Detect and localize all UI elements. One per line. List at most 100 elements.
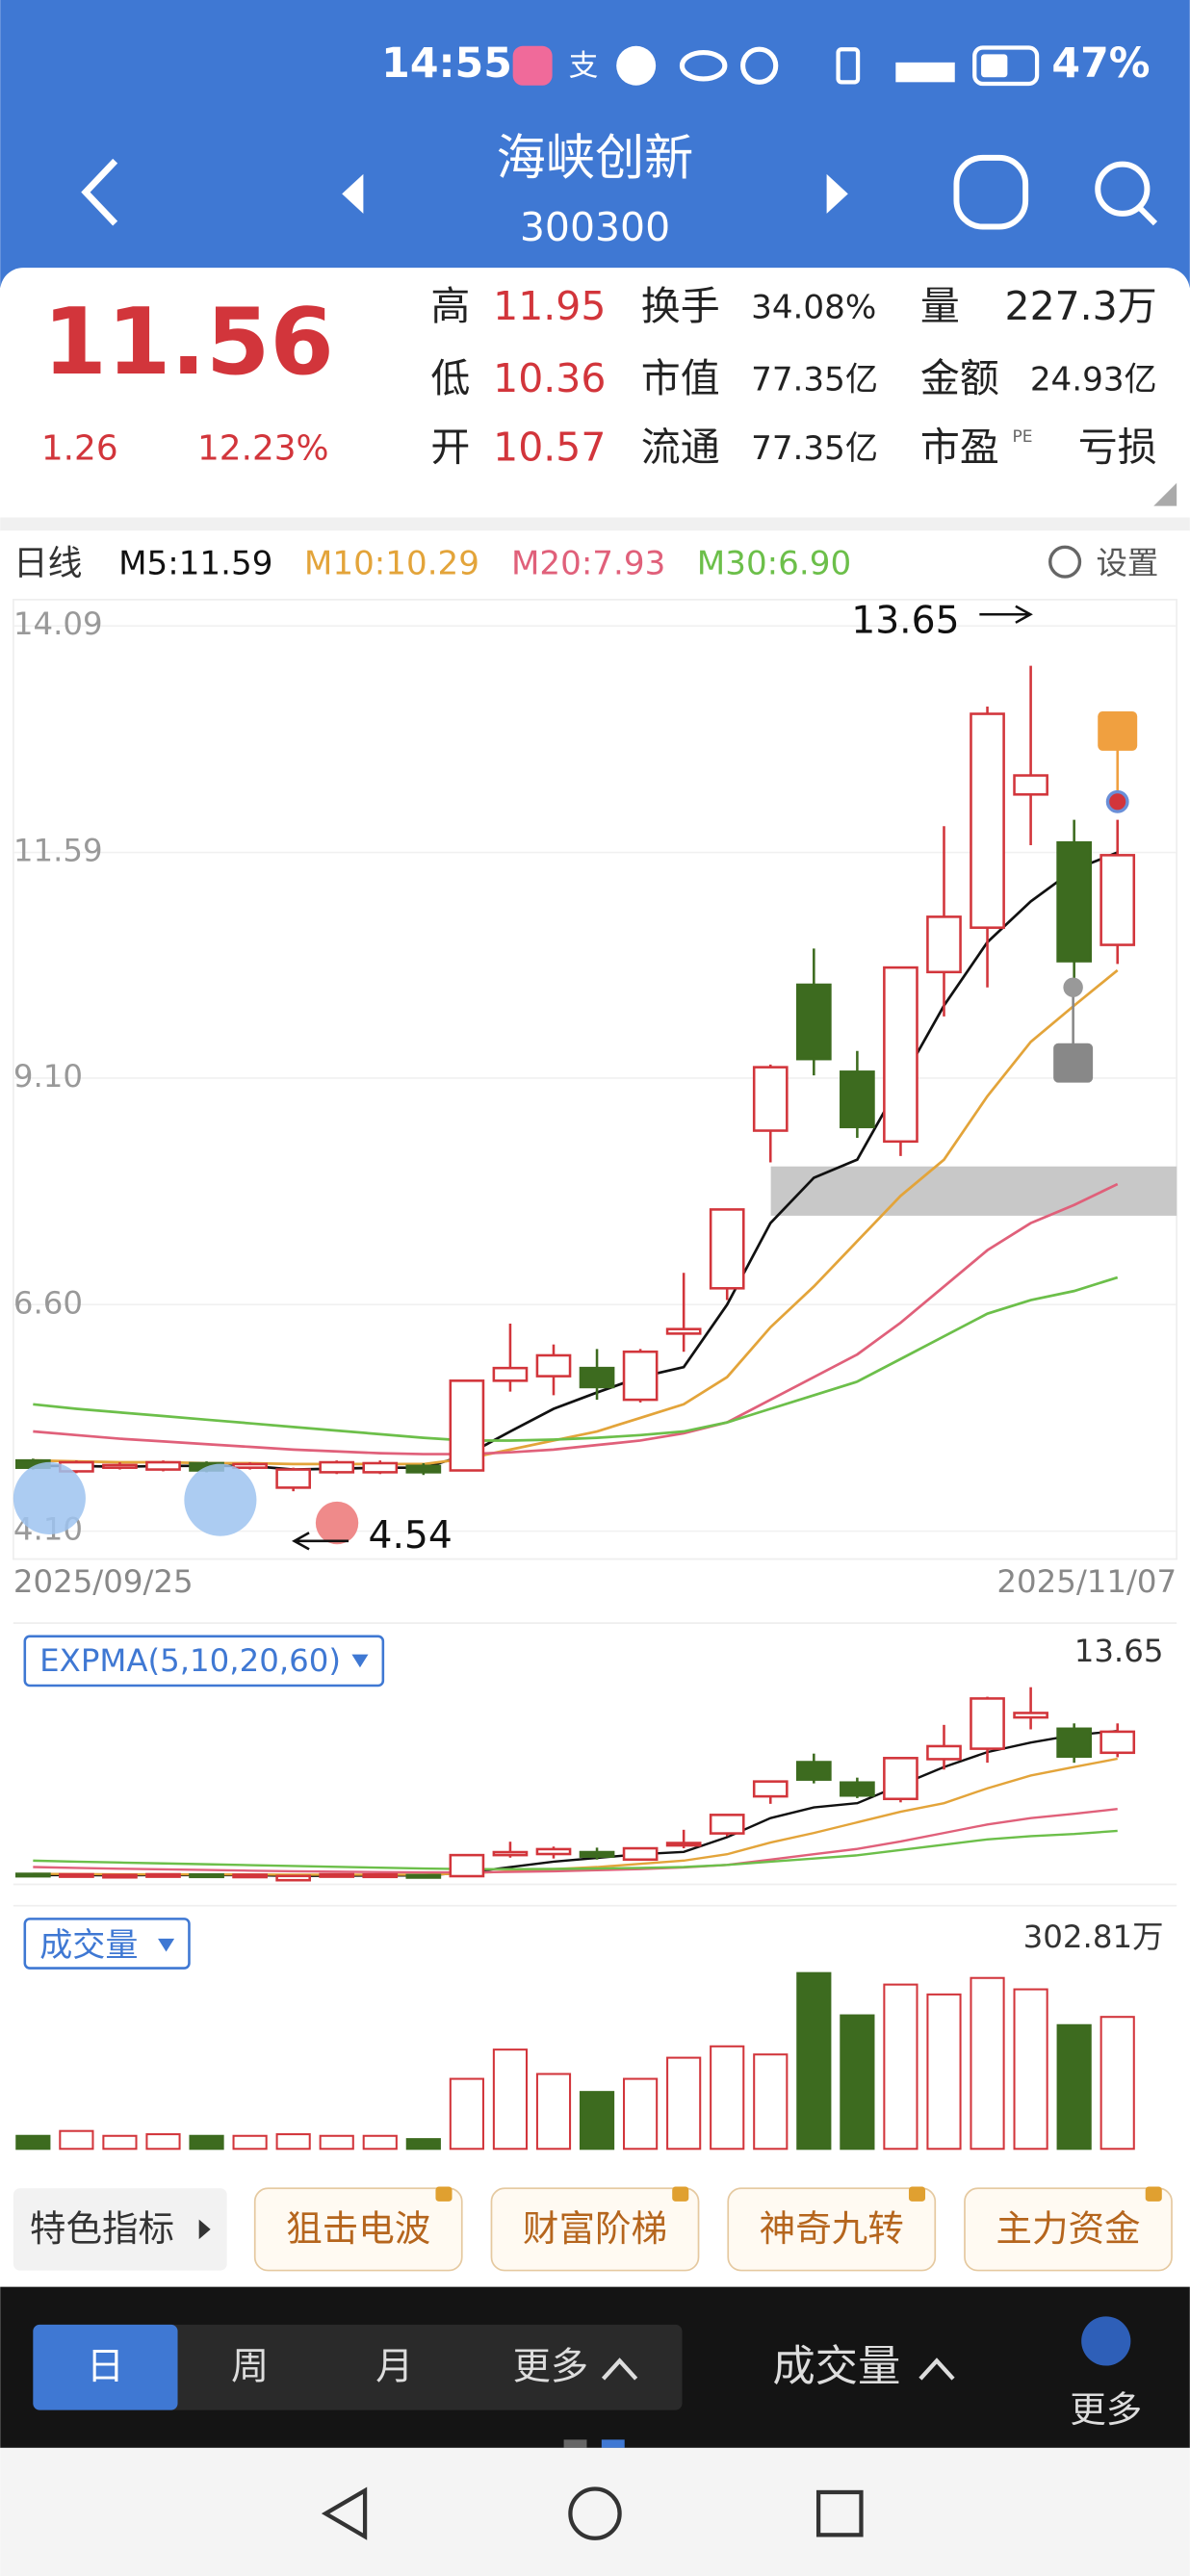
indicator-title[interactable]: 成交量	[39, 1926, 138, 1965]
low-annotation: 4.54	[368, 1514, 452, 1558]
stat-label: 流通	[641, 425, 720, 471]
stat-label: 高	[430, 283, 470, 329]
indicator-select[interactable]	[23, 1918, 191, 1970]
settings[interactable]: 设置	[1097, 545, 1159, 581]
candle-body	[622, 1846, 659, 1862]
nav-back[interactable]	[321, 2486, 368, 2540]
last-price: 11.56	[43, 288, 334, 396]
stat-value: 24.93亿	[1030, 360, 1157, 399]
stat-label: 市值	[641, 355, 720, 401]
candle-body	[232, 1462, 268, 1469]
more-icon[interactable]	[1081, 2316, 1131, 2366]
ma-line	[33, 1829, 1118, 1870]
signal-t	[1098, 710, 1138, 751]
candle-body	[970, 1697, 1005, 1750]
ma-line	[33, 1757, 1118, 1876]
indicator-button-label[interactable]: 狙击电波	[286, 2207, 430, 2250]
ma-line	[33, 1182, 1119, 1455]
legend-entry: M30:6.90	[697, 545, 851, 583]
volume-bar	[189, 2134, 224, 2151]
next-stock[interactable]	[826, 173, 848, 214]
stock-code: 300300	[520, 204, 670, 250]
battery-icon	[972, 45, 1040, 87]
volume-bar	[535, 2073, 572, 2151]
indicator-button[interactable]	[490, 2187, 700, 2272]
candle-body	[622, 1350, 659, 1402]
candle-body	[883, 1757, 918, 1801]
volume-bar	[59, 2129, 94, 2151]
period-tab[interactable]: 日	[87, 2345, 124, 2388]
indicator-button[interactable]	[964, 2187, 1173, 2272]
nav-home[interactable]	[568, 2486, 622, 2540]
volume-bar	[232, 2134, 268, 2151]
volume-bar	[275, 2133, 311, 2151]
candle-body	[535, 1847, 572, 1856]
candle-body	[275, 1468, 312, 1489]
volume-bar	[1056, 2023, 1092, 2151]
indicator-menu[interactable]	[13, 2188, 227, 2271]
indicator-button[interactable]	[253, 2187, 463, 2272]
lock-icon	[1145, 2186, 1162, 2202]
settings-icon[interactable]	[1048, 545, 1082, 579]
battery-text: 47%	[1051, 39, 1150, 88]
period-tab[interactable]: 月	[375, 2345, 413, 2388]
candle-body	[795, 983, 832, 1061]
bottom-indicator[interactable]: 成交量	[772, 2342, 900, 2391]
annotation-arrow	[979, 605, 1033, 624]
volume-bar	[1099, 2016, 1135, 2151]
volume-bar	[840, 2014, 875, 2151]
candle-body	[449, 1853, 485, 1878]
indicator-menu-title[interactable]: 特色指标	[30, 2207, 174, 2250]
app-icon	[616, 45, 657, 86]
legend-entry: M5:11.59	[118, 545, 272, 583]
ma-line	[33, 1807, 1118, 1874]
x-tick-label: 2025/11/07	[996, 1563, 1177, 1600]
indicator-button[interactable]	[727, 2187, 937, 2272]
candle-body	[970, 712, 1005, 929]
eye-icon	[679, 50, 728, 82]
indicator-button-label[interactable]: 主力资金	[996, 2207, 1140, 2250]
candle-body	[709, 1208, 745, 1290]
indicator-select[interactable]	[23, 1635, 385, 1687]
volume-bar	[362, 2134, 398, 2151]
period-tab[interactable]: 周	[231, 2345, 269, 2388]
stat-label: 市盈	[920, 425, 999, 471]
candle-body	[665, 1842, 702, 1847]
candle-body	[579, 1366, 615, 1389]
candle-body	[492, 1366, 529, 1382]
candle-body	[319, 1460, 355, 1474]
candle-body	[405, 1464, 442, 1474]
candle-body	[709, 1814, 745, 1835]
chart-title: 日线	[13, 544, 83, 583]
battery-level	[981, 54, 1008, 78]
candle-body	[145, 1872, 181, 1878]
stat-value: 11.95	[493, 283, 606, 329]
indicator-button-label[interactable]: 财富阶梯	[523, 2207, 667, 2250]
indicator-button-label[interactable]: 神奇九转	[760, 2207, 904, 2250]
more[interactable]: 更多	[1070, 2388, 1142, 2431]
clock: 14:55	[381, 39, 512, 88]
search-button[interactable]	[1095, 161, 1151, 217]
stat-value: 10.57	[493, 425, 606, 471]
indicator-title[interactable]: EXPMA(5,10,20,60)	[39, 1642, 341, 1679]
price-change-pct: 12.23%	[197, 429, 329, 469]
signal-dot	[1063, 977, 1083, 997]
period-tab-active[interactable]	[33, 2324, 178, 2410]
signal-b	[1053, 1043, 1094, 1083]
ma-line	[33, 1275, 1119, 1442]
prev-stock[interactable]	[342, 173, 364, 214]
float-button[interactable]	[13, 1461, 86, 1534]
volume-bar	[970, 1976, 1005, 2151]
candle-body	[145, 1460, 181, 1471]
corner-mark	[1153, 482, 1177, 506]
stat-label: 低	[430, 355, 470, 401]
back-button[interactable]	[81, 158, 118, 226]
period-tab[interactable]: 更多	[513, 2345, 589, 2388]
candle-body	[1099, 1730, 1136, 1755]
float-button[interactable]	[184, 1463, 257, 1536]
chat-button[interactable]	[953, 154, 1029, 230]
nav-recent[interactable]	[815, 2489, 864, 2537]
candle-body	[579, 1850, 615, 1858]
vibrate-icon	[836, 47, 861, 85]
stat-label: 金额	[920, 355, 999, 401]
